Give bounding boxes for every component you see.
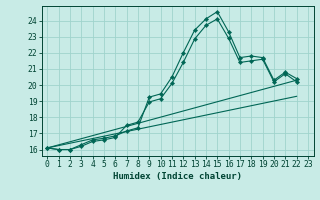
X-axis label: Humidex (Indice chaleur): Humidex (Indice chaleur) [113,172,242,181]
